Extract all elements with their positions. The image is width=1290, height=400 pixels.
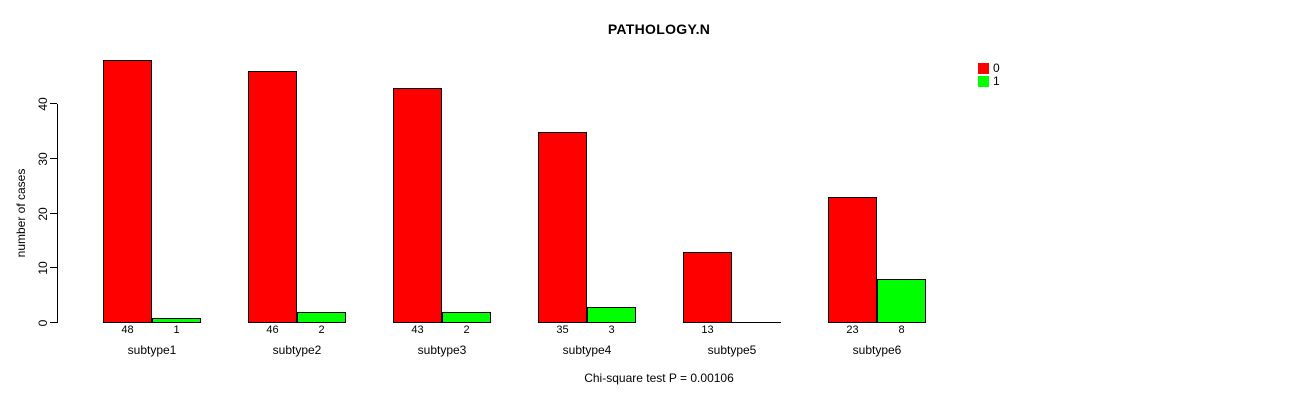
- category-label-subtype5: subtype5: [707, 343, 757, 357]
- bar-subtype2-series-1: [297, 312, 346, 323]
- category-label-subtype2: subtype2: [272, 343, 322, 357]
- bar-value-label: 1: [173, 324, 180, 336]
- bar-value-label: 48: [121, 324, 134, 336]
- bar-value-label: 43: [411, 324, 424, 336]
- y-tick-label: 0: [36, 319, 50, 327]
- y-tick: [50, 213, 57, 214]
- bar-subtype3-series-0: [393, 88, 442, 323]
- category-label-subtype1: subtype1: [127, 343, 177, 357]
- legend-swatch-0: [978, 62, 989, 74]
- category-label-subtype6: subtype6: [852, 343, 902, 357]
- y-axis-line: [57, 104, 58, 323]
- y-tick: [50, 267, 57, 268]
- bar-value-label: 2: [318, 324, 325, 336]
- legend-row: 0: [978, 62, 1000, 74]
- category-label-subtype4: subtype4: [562, 343, 612, 357]
- legend-label-1: 1: [993, 73, 1000, 88]
- bar-subtype4-series-1: [587, 307, 636, 323]
- bar-value-label: 23: [846, 324, 859, 336]
- bar-value-label: 3: [608, 324, 615, 336]
- legend-swatch-1: [978, 75, 989, 87]
- bar-value-label: 35: [556, 324, 569, 336]
- bar-value-label: 2: [463, 324, 470, 336]
- bar-subtype6-series-1: [877, 279, 926, 323]
- legend-row: 1: [978, 75, 1000, 87]
- bar-subtype1-series-0: [103, 60, 152, 323]
- legend-label-0: 0: [993, 60, 1000, 75]
- y-tick: [50, 322, 57, 323]
- chi-square-footnote: Chi-square test P = 0.00106: [584, 371, 734, 385]
- bar-subtype5-series-0: [683, 252, 732, 323]
- bar-subtype5-series-1: [732, 322, 781, 323]
- category-label-subtype3: subtype3: [417, 343, 467, 357]
- bar-value-label: 8: [898, 324, 905, 336]
- chart-title: PATHOLOGY.N: [607, 21, 711, 37]
- y-axis-label: number of cases: [14, 168, 28, 258]
- bar-subtype1-series-1: [152, 318, 201, 323]
- y-tick-label: 20: [36, 207, 50, 221]
- bar-subtype4-series-0: [538, 132, 587, 323]
- bar-subtype6-series-0: [828, 197, 877, 323]
- y-tick-label: 10: [36, 261, 50, 275]
- y-tick-label: 40: [36, 97, 50, 111]
- bar-value-label: 46: [266, 324, 279, 336]
- y-tick: [50, 158, 57, 159]
- bar-value-label: 13: [701, 324, 714, 336]
- y-tick: [50, 103, 57, 104]
- y-tick-label: 30: [36, 152, 50, 166]
- bar-subtype2-series-0: [248, 71, 297, 323]
- bar-subtype3-series-1: [442, 312, 491, 323]
